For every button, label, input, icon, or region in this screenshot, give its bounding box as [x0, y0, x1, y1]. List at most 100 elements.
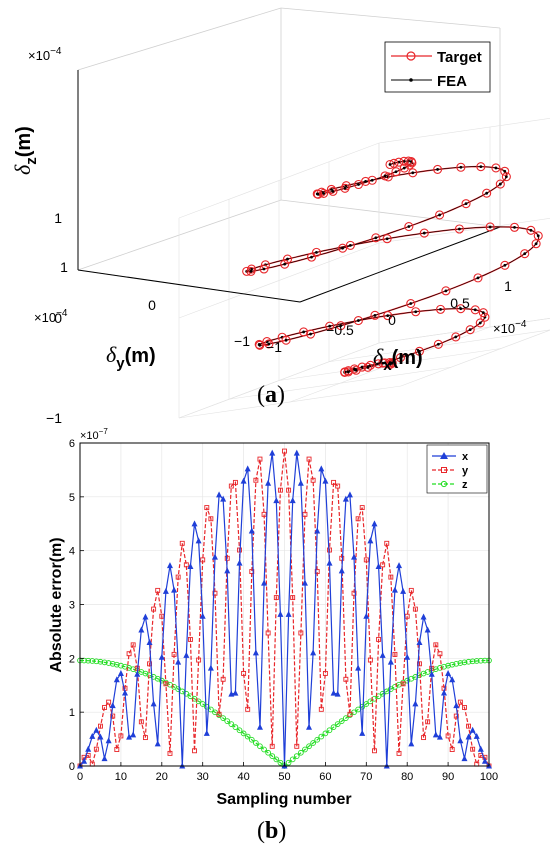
series-z-point — [285, 759, 292, 766]
series-y-point — [282, 448, 287, 454]
series-y-point — [408, 587, 414, 593]
series-z-point — [224, 718, 231, 724]
series-y-point — [216, 711, 222, 717]
legend-x-label: x — [462, 451, 469, 463]
series-z-point — [236, 727, 243, 734]
series-x-point — [265, 479, 272, 486]
series-x-point — [457, 737, 464, 744]
x-tick-label-b: 90 — [442, 771, 454, 783]
fea-point — [444, 289, 448, 293]
series-y-point — [163, 681, 169, 687]
series-x-point — [436, 733, 443, 740]
series-y-point — [302, 511, 308, 517]
series-y-point — [269, 743, 275, 749]
fea-point — [473, 308, 477, 312]
series-z-point — [101, 659, 108, 666]
series-z-point — [449, 661, 456, 668]
legend-target-marker — [406, 51, 416, 61]
y-tick-label-b: 6 — [69, 438, 75, 450]
series-z-point — [310, 740, 316, 746]
fea-point — [504, 175, 508, 179]
legend-a: Target FEA — [384, 41, 491, 93]
series-x-point — [113, 676, 120, 683]
series-y-point — [298, 630, 304, 636]
series-y-point — [417, 661, 422, 667]
legend-target-label: Target — [437, 49, 482, 66]
legend-x-marker — [440, 452, 448, 459]
y-tick-label: −1 — [234, 333, 250, 349]
series-x-point — [256, 723, 263, 730]
series-y-point — [388, 574, 394, 580]
series-y-point — [396, 750, 402, 756]
target-point — [441, 286, 451, 296]
series-x-point — [121, 689, 128, 696]
series-x-point — [481, 757, 488, 764]
series-x-point — [342, 495, 349, 502]
series-y-point — [359, 505, 365, 511]
series-y-point — [462, 705, 467, 710]
fea-point — [283, 262, 287, 266]
fea-point — [316, 192, 320, 196]
series-x-point — [420, 613, 427, 620]
series-z-point — [445, 662, 451, 669]
y-tick-label: 1 — [60, 259, 68, 275]
series-z-point — [293, 753, 300, 759]
target-point — [351, 365, 361, 375]
target-point — [336, 321, 346, 331]
target-point — [399, 156, 409, 166]
series-y-point — [470, 746, 476, 752]
fea-point — [370, 178, 374, 182]
series-y-point — [171, 651, 177, 657]
series-x-point — [330, 689, 337, 696]
series-x-point — [408, 740, 415, 747]
series-y-point — [97, 723, 103, 729]
series-y-line — [79, 451, 490, 767]
fea-point — [414, 310, 418, 314]
fea-point — [498, 182, 502, 186]
fea-point — [394, 170, 398, 174]
series-x-point — [146, 638, 153, 645]
x-tick-label-b: 30 — [197, 771, 209, 783]
fea-point — [309, 332, 312, 336]
series-z-point — [363, 701, 370, 707]
fea-point — [422, 231, 426, 235]
series-x-point — [432, 731, 439, 738]
series-x-point — [338, 567, 345, 574]
x-tick-label-b: 80 — [401, 771, 413, 783]
fea-point — [302, 330, 306, 334]
fea-point — [479, 165, 483, 169]
fea-point — [503, 169, 507, 173]
series-y-point — [220, 676, 226, 682]
series-z-point — [273, 756, 280, 763]
fea-point — [439, 307, 442, 311]
series-x-point — [391, 586, 398, 593]
target-point — [433, 339, 443, 349]
fea-point — [513, 225, 516, 229]
series-z-point — [338, 718, 345, 724]
series-x-point — [269, 449, 276, 456]
series-z-point — [359, 703, 366, 710]
series-x-point — [306, 723, 313, 730]
series-y-point — [110, 713, 116, 719]
series-z-point — [175, 686, 182, 692]
series-x-point — [236, 559, 243, 566]
fea-point — [381, 361, 385, 365]
caption-a: (a) — [257, 382, 285, 408]
series-x-point — [326, 559, 333, 566]
series-x-point — [351, 553, 358, 560]
series-x-point — [314, 527, 321, 534]
fea-point — [386, 314, 390, 317]
fea-point — [249, 269, 253, 273]
series-x-point — [158, 653, 165, 660]
series-y-point — [138, 719, 144, 725]
fea-point — [262, 267, 266, 271]
fea-point — [267, 342, 271, 346]
series-x-point — [465, 733, 472, 740]
x-tick-label-b: 10 — [115, 771, 127, 783]
series-y-point — [380, 562, 386, 568]
target-point — [473, 273, 483, 283]
target-point — [451, 332, 461, 342]
fea-point — [399, 356, 402, 360]
series-x-point — [424, 626, 431, 633]
y-axis-title-b: Absolute error(m) — [48, 537, 65, 672]
